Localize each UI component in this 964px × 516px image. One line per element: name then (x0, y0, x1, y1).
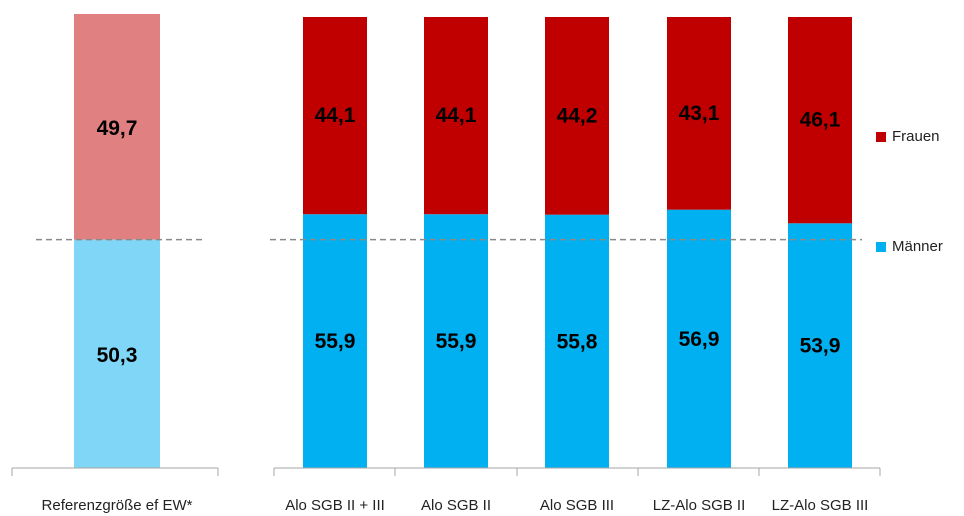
bar-maenner-0 (303, 214, 367, 468)
tick-label-3: LZ-Alo SGB II (653, 497, 746, 514)
data-label-frauen-4: 46,1 (800, 109, 841, 132)
legend-item-maenner: Männer (876, 238, 943, 255)
data-label-maenner-4: 53,9 (800, 335, 841, 358)
bar-frauen-2 (545, 17, 609, 215)
tick-label-0: Alo SGB II + III (285, 497, 385, 514)
tick-label-2: Alo SGB III (540, 497, 614, 514)
data-label-maenner-3: 56,9 (679, 328, 720, 351)
legend-swatch-frauen (876, 131, 886, 142)
data-label-frauen-0: 44,1 (315, 104, 356, 127)
data-label-frauen-2: 44,2 (557, 104, 598, 127)
tick-label-4: LZ-Alo SGB III (772, 497, 869, 514)
tick-label-1: Alo SGB II (421, 497, 491, 514)
bar-frauen-0 (303, 17, 367, 215)
data-label-maenner-1: 55,9 (436, 330, 477, 353)
legend-label-frauen: Frauen (892, 128, 940, 145)
legend-swatch-maenner (876, 241, 886, 252)
bar-frauen-1 (424, 17, 488, 215)
data-label-frauen-1: 44,1 (436, 104, 477, 127)
data-label-maenner-2: 55,8 (557, 330, 598, 353)
bar-maenner-4 (788, 223, 852, 468)
data-label-frauen-3: 43,1 (679, 102, 720, 125)
data-label-reference-frauen: 49,7 (97, 117, 138, 140)
bar-maenner-3 (667, 209, 731, 468)
bar-reference-maenner (74, 239, 160, 468)
data-label-maenner-0: 55,9 (315, 330, 356, 353)
legend-label-maenner: Männer (892, 238, 943, 255)
bar-maenner-1 (424, 214, 488, 468)
data-label-reference-maenner: 50,3 (97, 344, 138, 367)
bar-frauen-3 (667, 17, 731, 210)
tick-label-reference: Referenzgröße ef EW* (42, 497, 193, 514)
bar-reference-frauen (74, 14, 160, 240)
legend-item-frauen: Frauen (876, 128, 940, 145)
bar-frauen-4 (788, 17, 852, 224)
bar-maenner-2 (545, 214, 609, 468)
